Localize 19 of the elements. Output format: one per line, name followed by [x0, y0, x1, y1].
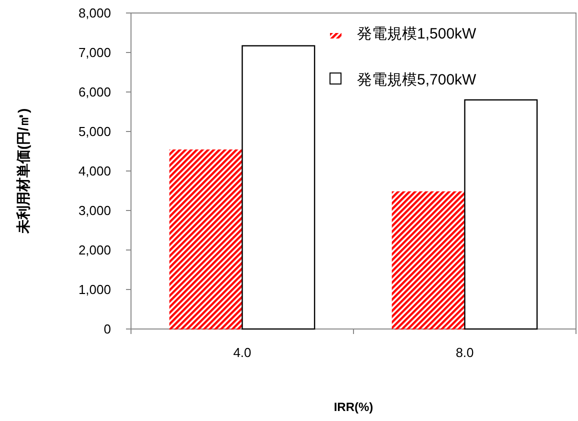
bar [464, 99, 538, 330]
legend-label: 発電規模5,700kW [357, 71, 478, 88]
y-tick-label: 3,000 [78, 203, 111, 218]
bar [169, 149, 243, 330]
x-axis-title: IRR(%) [334, 400, 374, 414]
y-tick-label: 7,000 [78, 45, 111, 60]
y-tick-label: 4,000 [78, 164, 111, 179]
y-axis-title: 未利用材単価(円/㎥) [15, 108, 31, 235]
legend-label: 発電規模1,500kW [357, 25, 478, 42]
y-tick-label: 5,000 [78, 124, 111, 140]
y-tick-label: 0 [104, 322, 111, 337]
x-tick-label: 8.0 [456, 345, 474, 360]
y-tick-label: 2,000 [78, 242, 111, 258]
y-tick-label: 6,000 [78, 84, 111, 100]
bar [242, 45, 316, 330]
y-tick-label: 8,000 [78, 6, 111, 21]
bar [392, 191, 466, 330]
y-tick-label: 1,000 [78, 282, 111, 298]
x-tick-label: 4.0 [233, 345, 252, 360]
